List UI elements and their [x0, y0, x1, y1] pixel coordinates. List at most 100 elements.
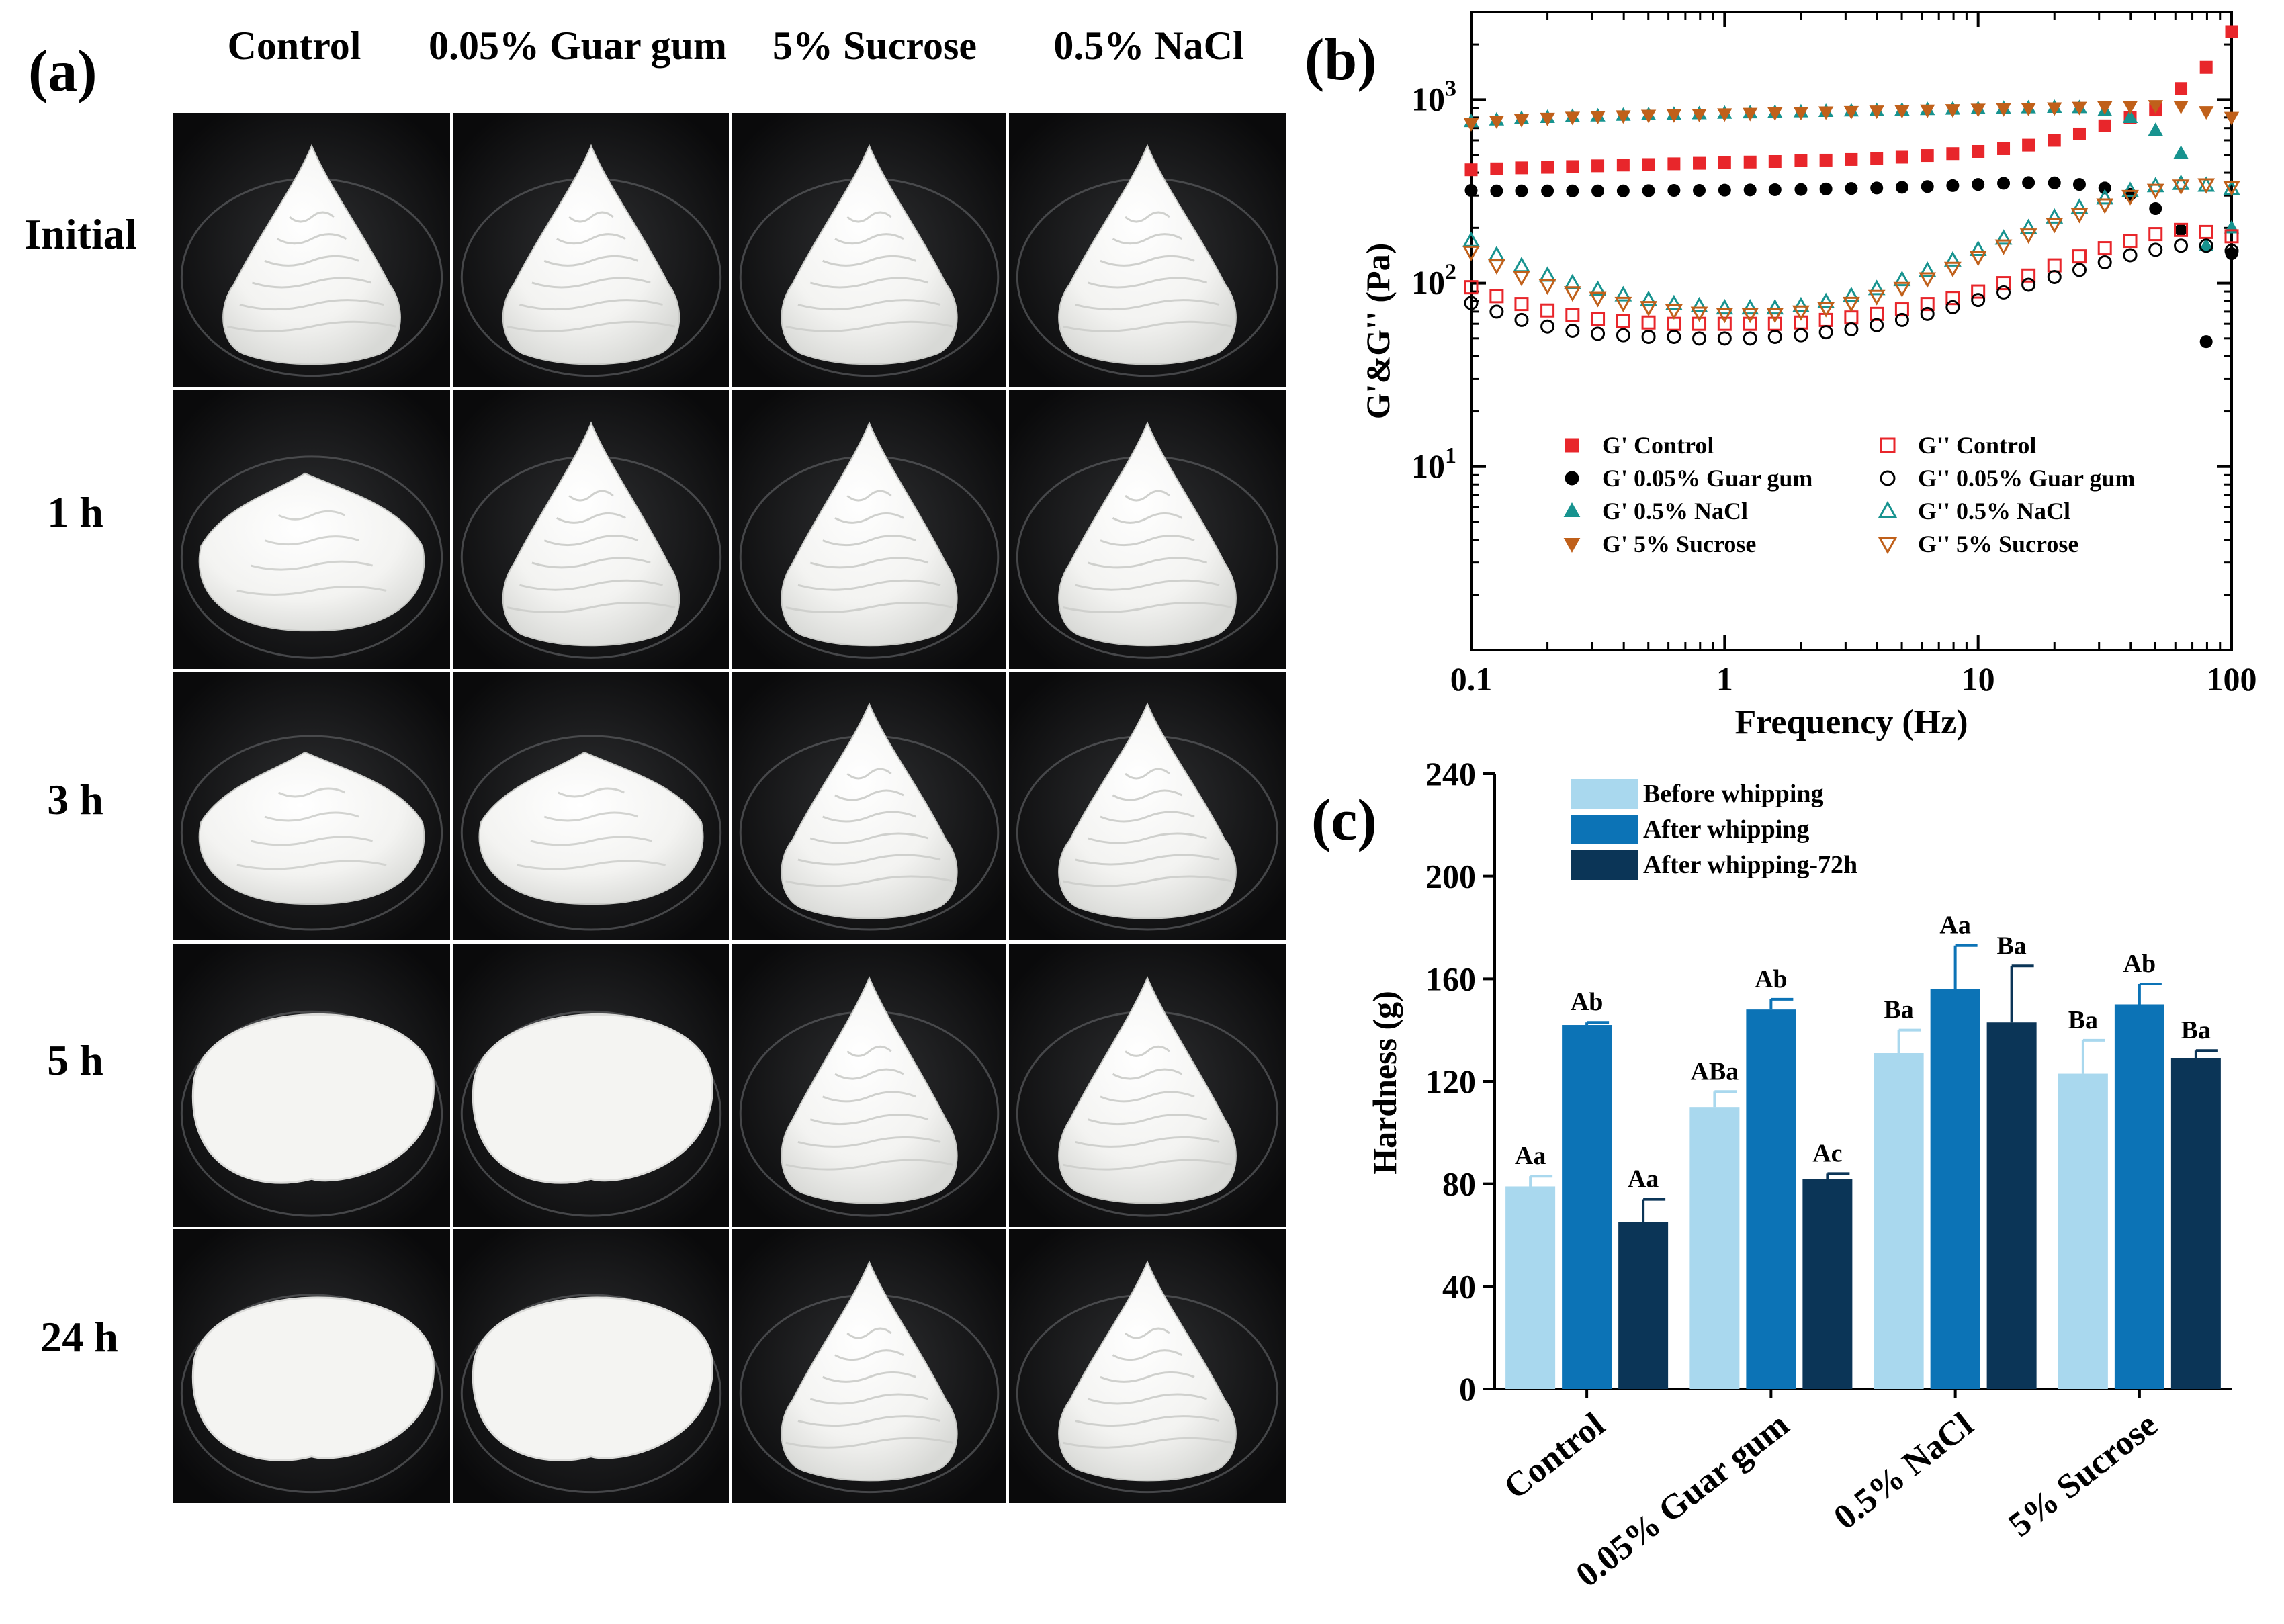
data-point	[1741, 308, 1759, 324]
bar	[1986, 1022, 2037, 1389]
data-point	[1489, 289, 1504, 304]
data-point	[1743, 316, 1757, 331]
cream-ridge	[846, 1327, 892, 1339]
data-point	[1514, 297, 1529, 312]
data-point	[1462, 245, 1480, 261]
data-point	[1667, 329, 1681, 344]
data-point	[2072, 178, 2086, 191]
data-point	[2097, 101, 2113, 115]
cream-ridge	[1087, 832, 1208, 844]
data-point	[1640, 290, 1657, 306]
data-point	[1845, 182, 1858, 195]
data-point	[1946, 147, 1960, 161]
cream-ridge	[1125, 1045, 1170, 1057]
cream-ridge	[785, 1437, 953, 1449]
data-point	[1614, 296, 1632, 312]
column-header-guar-gum: 0.05% Guar gum	[429, 24, 727, 68]
y-tick-label-b: 101	[1411, 443, 1456, 485]
data-point	[1642, 158, 1655, 171]
series-g-0-05-guar-gum	[1464, 176, 2238, 349]
y-tick-label-c: 240	[1425, 755, 1476, 793]
data-point	[2072, 127, 2086, 140]
panel-a-label: (a)	[28, 39, 97, 104]
data-point	[2199, 238, 2213, 253]
data-point	[1920, 104, 1935, 118]
data-point	[1591, 312, 1606, 326]
cream-ridge	[519, 299, 663, 311]
legend-item-b: G' 0.05% Guar gum	[1565, 465, 1812, 492]
data-point	[1921, 180, 1934, 193]
data-point	[1972, 144, 1985, 158]
data-point	[2174, 238, 2189, 253]
cream-ridge	[797, 1415, 941, 1427]
legend-label-b: G'' Control	[1918, 432, 2036, 459]
legend-label-c: After whipping-72h	[1643, 851, 1857, 879]
data-point	[1894, 105, 1910, 119]
data-point	[1641, 315, 1656, 330]
photo-cell	[1009, 113, 1286, 387]
panel-b-rheology-chart: (b) G'&G'' (Pa) Frequency (Hz) 0.1 1 10 100…	[1305, 11, 2257, 741]
data-point	[1895, 150, 1908, 164]
data-point	[1513, 271, 1530, 287]
significance-label: Ac	[1812, 1139, 1842, 1167]
photo-cell	[732, 113, 1006, 387]
y-axis-label-c: Hardness (g)	[1366, 991, 1403, 1175]
data-point	[1919, 272, 1937, 288]
data-point	[2174, 222, 2189, 237]
cream-ridge	[822, 535, 916, 547]
legend-c: Before whipping After whipping After whipp…	[1571, 779, 1857, 880]
data-point	[1817, 302, 1835, 318]
data-point	[1716, 308, 1734, 324]
data-point	[1970, 103, 1986, 118]
data-point	[1589, 280, 1607, 296]
data-point	[2172, 179, 2190, 195]
panel-c-hardness-chart: (c) Hardness (g) 0 40 80 120 160 200 240 Aa Ab A…	[1311, 755, 2232, 1594]
data-point	[1945, 291, 1960, 306]
y-tick-label-c: 80	[1442, 1165, 1476, 1203]
cream-ridge	[543, 535, 639, 547]
row-header-24h: 24 h	[40, 1313, 118, 1361]
cream-ridge	[507, 601, 676, 613]
cream-ridge	[568, 211, 614, 223]
significance-label: Ab	[1571, 988, 1604, 1016]
data-point	[2022, 138, 2035, 152]
cream-ridge	[846, 768, 892, 780]
category-label-c: 5% Sucrose	[2002, 1406, 2165, 1545]
data-point	[2199, 60, 2213, 74]
cream-ridge	[1063, 601, 1232, 613]
y-tick-label-b: 102	[1411, 260, 1456, 302]
cream-puddle	[472, 1013, 713, 1184]
significance-label: Aa	[1939, 911, 1970, 940]
cream-ridge	[785, 320, 953, 332]
data-point	[1487, 259, 1505, 275]
bar	[1562, 1025, 1612, 1389]
photo-cell	[173, 672, 450, 940]
cream-ridge	[809, 1114, 929, 1126]
data-point	[1513, 114, 1530, 128]
data-point	[1743, 183, 1757, 197]
data-point	[1767, 329, 1782, 344]
cream-ridge	[846, 490, 892, 502]
data-point	[2122, 101, 2138, 115]
data-point	[1690, 306, 1708, 322]
data-point	[1591, 159, 1605, 173]
data-point	[2048, 176, 2061, 189]
dish-rim	[180, 1010, 443, 1217]
legend-label-c: Before whipping	[1643, 780, 1824, 808]
data-point	[1540, 112, 1555, 126]
cream-ridge	[1075, 579, 1220, 591]
cream-ridge	[1100, 535, 1195, 547]
legend-item-b: G'' 5% Sucrose	[1878, 531, 2078, 557]
data-point	[1566, 160, 1579, 173]
photo-cell	[732, 390, 1006, 669]
data-point	[1868, 289, 1886, 306]
cream-ridge	[785, 601, 953, 613]
data-point	[1565, 308, 1580, 322]
data-point	[2224, 111, 2240, 126]
data-point	[1870, 152, 1884, 165]
cream-ridge	[1125, 1327, 1170, 1339]
data-point	[2098, 119, 2111, 132]
data-point	[1945, 300, 1960, 314]
column-header-control: Control	[228, 24, 361, 68]
